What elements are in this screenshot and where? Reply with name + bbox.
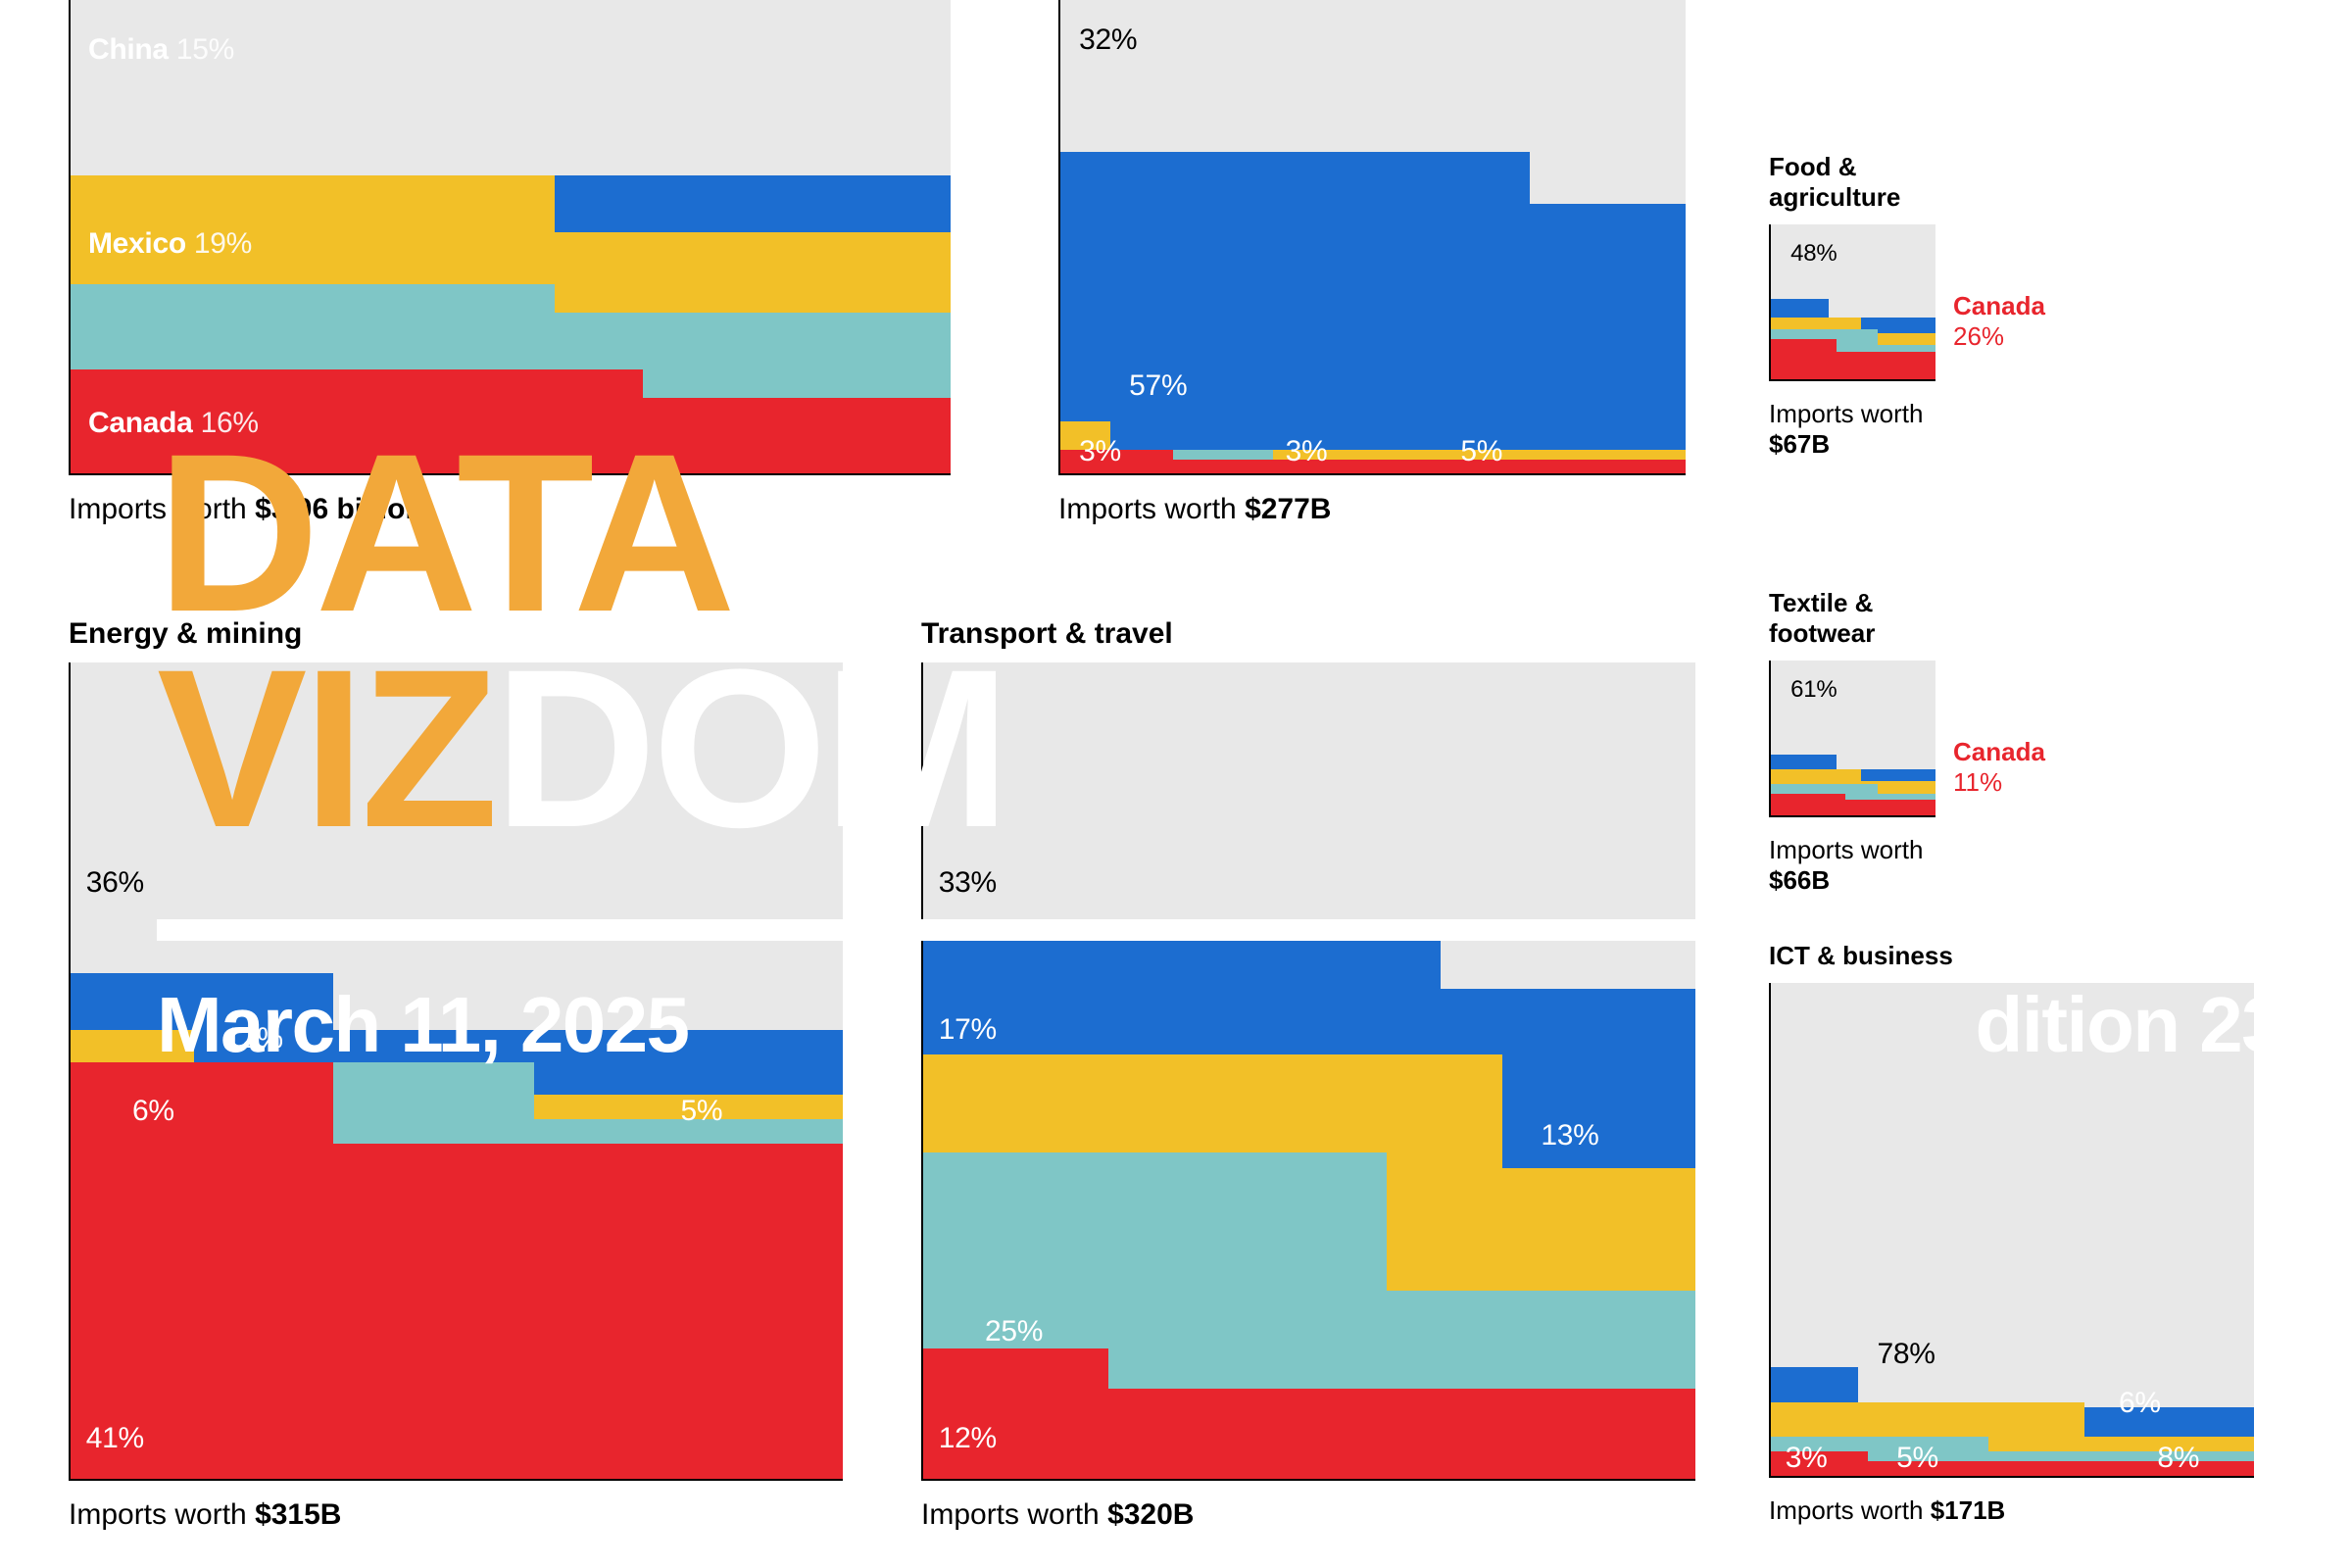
chart-label: 36%	[86, 866, 144, 900]
panel-food: Food & agriculture48%Canada 26%Imports w…	[1769, 152, 1936, 460]
chart-layer	[1771, 794, 1936, 815]
chart-label: 32%	[1079, 24, 1137, 57]
chart-label: Canada 16%	[88, 407, 259, 440]
panel-title: Textile & footwear	[1769, 588, 1936, 649]
chart-label: 3%	[1286, 435, 1328, 468]
chart-label: 41%	[86, 1422, 144, 1455]
stacked-chart: China 15% Mexico 19% Canada 16%	[69, 0, 951, 475]
imports-caption: Imports worth $66B	[1769, 835, 1936, 896]
panel-title: Energy & mining	[69, 617, 843, 651]
side-annotation: Canada 26%	[1953, 291, 2045, 352]
panel-top_mid: 32%57%3%3%5%Imports worth $277B	[1058, 0, 1686, 526]
stacked-chart: 36% 12% 6% 5% 41%	[69, 662, 843, 1481]
panel-energy: Energy & mining 36% 12% 6% 5% 41% Imports wort…	[69, 617, 843, 1532]
stacked-chart: 78% 6% 3% 5% 8%	[1769, 983, 2254, 1478]
chart-layer	[1060, 450, 1686, 473]
imports-caption: Imports worth $67B	[1769, 399, 1936, 460]
panel-ict: ICT & business 78% 6% 3% 5% 8% Imports worth $…	[1769, 941, 2254, 1526]
stacked-chart: 32%57%3%3%5%	[1058, 0, 1686, 475]
chart-layer	[923, 1348, 1695, 1479]
overlay-white-bar	[1764, 919, 2274, 941]
chart-label: China 15%	[88, 33, 234, 67]
chart-label: Mexico 19%	[88, 227, 252, 261]
chart-label: 78%	[1877, 1338, 1935, 1371]
chart-label: 12%	[225, 1022, 283, 1055]
chart-label: 3%	[1786, 1442, 1828, 1475]
chart-label: 8%	[2157, 1442, 2199, 1475]
chart-label: 17%	[939, 1013, 997, 1047]
chart-layer	[71, 1062, 843, 1479]
panel-main_top_left: China 15% Mexico 19% Canada 16% Imports wor…	[69, 0, 951, 526]
chart-label: 6%	[2119, 1387, 2161, 1420]
panel-textile: Textile & footwear61%Canada 11%Imports w…	[1769, 588, 1936, 896]
imports-caption: Imports worth $315B	[69, 1498, 843, 1532]
chart-label: 57%	[1129, 369, 1187, 403]
imports-caption: Imports worth $320B	[921, 1498, 1695, 1532]
chart-label: 61%	[1790, 676, 1837, 704]
chart-label: 3%	[1079, 435, 1121, 468]
imports-caption: Imports worth $3.06 billion	[69, 493, 951, 526]
chart-label: 12%	[939, 1422, 997, 1455]
chart-label: 33%	[939, 866, 997, 900]
side-annotation: Canada 11%	[1953, 737, 2045, 798]
panel-title: Food & agriculture	[1769, 152, 1936, 213]
page-root: China 15% Mexico 19% Canada 16% Imports wor…	[0, 0, 2352, 1568]
stacked-chart: 61%	[1769, 661, 1936, 817]
imports-caption: Imports worth $277B	[1058, 493, 1686, 526]
chart-label: 25%	[985, 1315, 1043, 1348]
chart-label: 5%	[1460, 435, 1502, 468]
chart-label: 5%	[681, 1095, 723, 1128]
chart-label: 5%	[1896, 1442, 1938, 1475]
imports-caption: Imports worth $171B	[1769, 1495, 2254, 1526]
panel-title: ICT & business	[1769, 941, 2254, 971]
panel-title: Transport & travel	[921, 617, 1695, 651]
chart-label: 13%	[1541, 1119, 1598, 1152]
stacked-chart: 33% 17% 13% 25% 12%	[921, 662, 1695, 1481]
chart-label: 48%	[1790, 240, 1837, 268]
chart-layer	[1771, 339, 1936, 379]
stacked-chart: 48%	[1769, 224, 1936, 381]
panel-transport: Transport & travel 33% 17% 13% 25% 12% Imports…	[921, 617, 1695, 1532]
chart-label: 6%	[132, 1095, 174, 1128]
